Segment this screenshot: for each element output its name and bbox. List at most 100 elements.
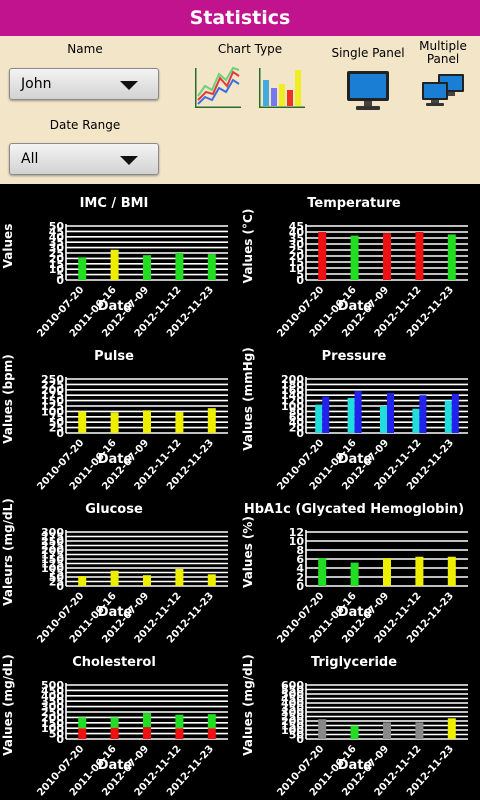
date-range-spinner[interactable]: All	[9, 143, 159, 175]
line-chart-icon[interactable]	[193, 64, 243, 113]
y-tick-label: 25	[289, 244, 304, 257]
y-tick-label: 0	[296, 733, 304, 746]
bar	[447, 718, 456, 739]
bar	[110, 249, 119, 280]
y-tick-label: 30	[289, 238, 305, 251]
chart-panel: HbA1c (Glycated Hemoglobin)0246810122010…	[241, 502, 468, 646]
y-tick-label: 500	[281, 688, 304, 701]
bar	[143, 727, 151, 739]
y-tick-label: 450	[41, 684, 64, 697]
bar	[143, 713, 151, 728]
x-axis-label: Date	[98, 605, 133, 620]
y-tick-label: 100	[41, 405, 64, 418]
y-tick-label: 125	[41, 400, 64, 413]
y-tick-label: 180	[281, 378, 304, 391]
x-axis-label: Date	[338, 299, 373, 314]
y-tick-label: 0	[296, 274, 304, 287]
y-axis-label: Values (°C)	[241, 209, 255, 284]
chart-panel: Temperature0510152025303540452010-07-202…	[241, 196, 468, 340]
y-tick-label: 350	[281, 702, 304, 715]
y-axis-label: Values (mg/dL)	[241, 654, 255, 756]
y-axis-label: Values (bpm)	[1, 354, 15, 444]
y-tick-label: 2	[296, 571, 304, 584]
y-tick-label: 25	[49, 247, 64, 260]
bar	[415, 232, 424, 280]
bar	[207, 714, 216, 729]
bar	[78, 717, 87, 729]
y-tick-label: 10	[289, 535, 305, 548]
bar	[175, 253, 184, 280]
y-tick-label: 30	[49, 242, 65, 255]
name-spinner[interactable]: John	[9, 68, 159, 100]
y-tick-label: 250	[41, 535, 64, 548]
bar	[380, 406, 387, 433]
y-tick-label: 150	[281, 720, 304, 733]
y-tick-label: 75	[49, 567, 64, 580]
y-axis-label: Values	[1, 224, 15, 269]
y-tick-label: 125	[41, 558, 64, 571]
bar	[350, 725, 359, 739]
chart-panel: Cholesterol 05010015020025030035040045050…	[1, 654, 228, 799]
bar	[383, 558, 391, 586]
bar	[175, 728, 184, 739]
multiple-monitors-icon[interactable]	[420, 72, 466, 111]
y-tick-label: 175	[41, 549, 64, 562]
bar	[207, 254, 216, 280]
page-title: Statistics	[189, 7, 291, 29]
chart-title: Glucose	[85, 502, 143, 517]
chart-title: HbA1c (Glycated Hemoglobin)	[244, 502, 464, 517]
y-tick-label: 25	[49, 576, 64, 589]
y-tick-label: 40	[289, 226, 305, 239]
y-tick-label: 0	[296, 580, 304, 593]
y-tick-label: 25	[49, 422, 64, 435]
bar-chart-icon[interactable]	[257, 64, 307, 113]
y-tick-label: 250	[41, 706, 64, 719]
chart-title: IMC / BMI	[80, 196, 149, 211]
y-tick-label: 50	[49, 571, 65, 584]
y-tick-label: 150	[41, 553, 64, 566]
date-range-label: Date Range	[49, 118, 121, 132]
y-tick-label: 300	[41, 526, 64, 539]
y-axis-label: Values (mg/dL)	[1, 654, 15, 756]
y-tick-label: 175	[41, 389, 64, 402]
chart-title: Pressure	[322, 349, 387, 364]
y-tick-label: 100	[281, 724, 304, 737]
chevron-down-icon	[120, 156, 138, 165]
bar	[175, 568, 184, 586]
y-tick-label: 45	[289, 220, 304, 233]
bar	[175, 412, 184, 433]
bar	[318, 719, 327, 739]
chart-type-label: Chart Type	[217, 42, 283, 56]
bar	[207, 574, 216, 586]
chart-panel: Pressure0204060801001201401601802002010-…	[241, 347, 468, 493]
y-tick-label: 550	[281, 684, 304, 697]
y-tick-label: 20	[289, 250, 305, 263]
y-tick-label: 100	[281, 400, 304, 413]
y-tick-label: 200	[281, 373, 304, 386]
bar	[387, 393, 394, 433]
y-tick-label: 20	[49, 252, 65, 265]
y-tick-label: 250	[281, 711, 304, 724]
chart-title: Temperature	[307, 196, 401, 211]
x-axis-label: Date	[98, 299, 133, 314]
y-tick-label: 50	[49, 416, 65, 429]
chart-title: Pulse	[94, 349, 134, 364]
y-tick-label: 10	[289, 262, 305, 275]
chart-title: Triglyceride	[311, 655, 397, 670]
y-tick-label: 400	[281, 697, 304, 710]
y-tick-label: 40	[49, 231, 65, 244]
bar	[447, 234, 456, 280]
y-tick-label: 100	[41, 722, 64, 735]
y-tick-label: 35	[49, 236, 64, 249]
bar	[322, 396, 330, 433]
y-tick-label: 150	[41, 717, 64, 730]
y-tick-label: 200	[41, 711, 64, 724]
bar	[415, 556, 424, 586]
y-tick-label: 60	[289, 411, 305, 424]
bar	[383, 722, 391, 739]
y-tick-label: 200	[281, 715, 304, 728]
bar	[415, 722, 424, 739]
monitor-icon[interactable]	[345, 69, 391, 116]
bar	[143, 255, 151, 280]
x-axis-label: Date	[338, 605, 373, 620]
